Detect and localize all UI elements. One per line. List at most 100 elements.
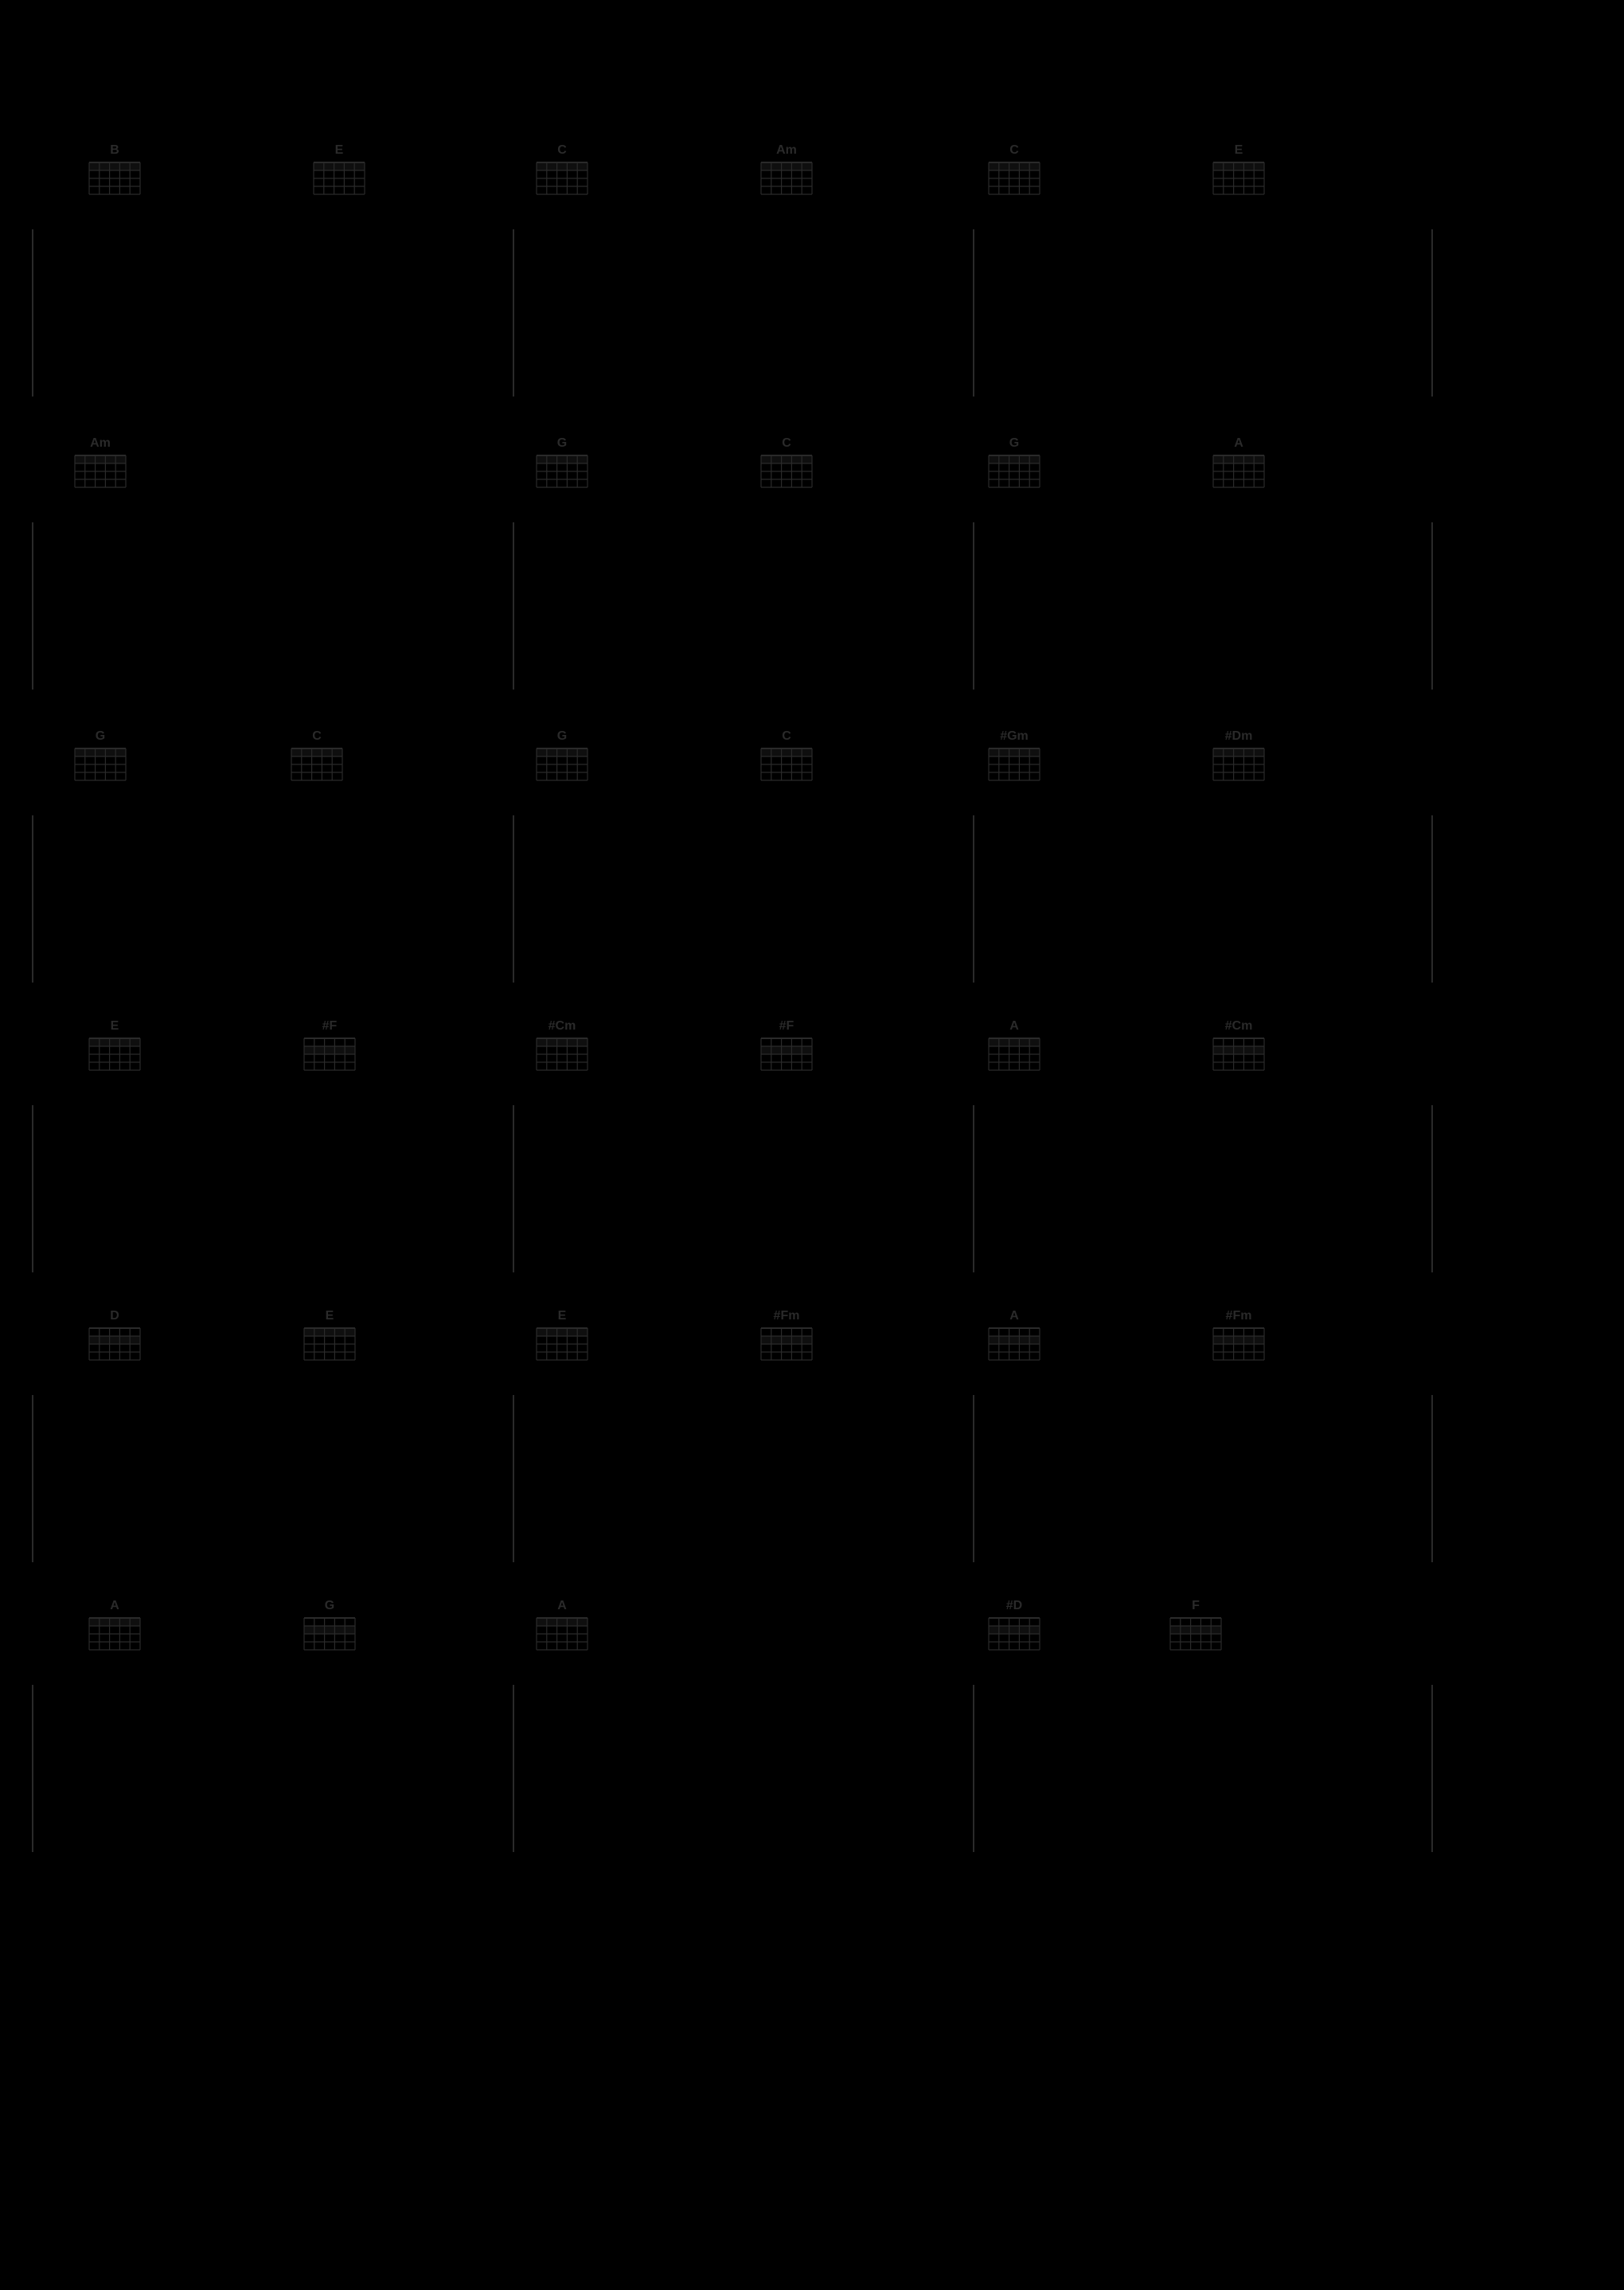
barline <box>513 522 514 690</box>
chord-diagram: E <box>1212 143 1266 196</box>
chord-label: E <box>535 1309 589 1323</box>
chord-diagram: C <box>535 143 589 196</box>
chord-grid <box>312 161 366 196</box>
chord-label: C <box>759 436 814 451</box>
barline <box>32 815 33 983</box>
barline <box>1431 522 1433 690</box>
chord-diagram: E <box>303 1309 357 1362</box>
chord-grid <box>88 1037 142 1072</box>
chord-diagram: G <box>303 1599 357 1651</box>
chord-diagram: Am <box>73 436 127 489</box>
chord-grid <box>987 161 1041 196</box>
barline <box>32 229 33 397</box>
chord-grid <box>303 1037 357 1072</box>
chord-grid <box>73 454 127 489</box>
chord-label: C <box>290 729 344 744</box>
barline <box>1431 1105 1433 1272</box>
chord-label: #Fm <box>1212 1309 1266 1323</box>
chord-diagram: G <box>535 729 589 782</box>
barline <box>32 1395 33 1562</box>
chord-label: #Cm <box>1212 1019 1266 1034</box>
chord-grid <box>987 454 1041 489</box>
chord-grid <box>535 747 589 782</box>
chord-grid <box>759 1327 814 1362</box>
chord-diagram: #Fm <box>1212 1309 1266 1362</box>
chord-grid <box>987 1616 1041 1651</box>
chord-label: C <box>535 143 589 158</box>
chord-grid <box>290 747 344 782</box>
chord-label: E <box>1212 143 1266 158</box>
barline <box>513 229 514 397</box>
chord-label: A <box>987 1309 1041 1323</box>
chord-label: D <box>88 1309 142 1323</box>
barline <box>1431 815 1433 983</box>
chord-grid <box>535 1037 589 1072</box>
chord-label: C <box>987 143 1041 158</box>
barline <box>32 1105 33 1272</box>
barline <box>513 1105 514 1272</box>
chord-diagram: A <box>535 1599 589 1651</box>
chord-label: G <box>73 729 127 744</box>
chord-grid <box>759 161 814 196</box>
chord-diagram: A <box>88 1599 142 1651</box>
chord-label: F <box>1169 1599 1223 1613</box>
chord-diagram: A <box>987 1309 1041 1362</box>
chord-grid <box>1212 1327 1266 1362</box>
chord-grid <box>303 1327 357 1362</box>
chord-diagram: E <box>535 1309 589 1362</box>
chord-grid <box>535 1616 589 1651</box>
barline <box>973 522 974 690</box>
chord-label: #Cm <box>535 1019 589 1034</box>
chord-label: Am <box>73 436 127 451</box>
chord-label: E <box>312 143 366 158</box>
chord-diagram: #D <box>987 1599 1041 1651</box>
chord-grid <box>535 161 589 196</box>
barline <box>513 1685 514 1852</box>
chord-label: B <box>88 143 142 158</box>
chord-grid <box>88 161 142 196</box>
chord-diagram: #Fm <box>759 1309 814 1362</box>
chord-label: #Fm <box>759 1309 814 1323</box>
chord-label: C <box>759 729 814 744</box>
chord-diagram: G <box>535 436 589 489</box>
chord-grid <box>303 1616 357 1651</box>
chord-label: #F <box>759 1019 814 1034</box>
chord-grid <box>1212 747 1266 782</box>
chord-label: E <box>303 1309 357 1323</box>
barline <box>1431 1395 1433 1562</box>
chord-diagram: C <box>290 729 344 782</box>
chord-grid <box>535 1327 589 1362</box>
chord-label: #D <box>987 1599 1041 1613</box>
chord-label: Am <box>759 143 814 158</box>
chord-label: G <box>535 729 589 744</box>
chord-diagram: #Cm <box>1212 1019 1266 1072</box>
barline <box>973 1105 974 1272</box>
chord-grid <box>987 1037 1041 1072</box>
barline <box>32 1685 33 1852</box>
chord-diagram: #Gm <box>987 729 1041 782</box>
barline <box>513 815 514 983</box>
chord-grid <box>759 454 814 489</box>
chord-grid <box>1212 161 1266 196</box>
chord-label: A <box>987 1019 1041 1034</box>
chord-label: A <box>88 1599 142 1613</box>
chord-label: #Dm <box>1212 729 1266 744</box>
chord-grid <box>759 747 814 782</box>
chord-grid <box>73 747 127 782</box>
chord-diagram: #Cm <box>535 1019 589 1072</box>
barline <box>513 1395 514 1562</box>
chord-diagram: #F <box>303 1019 357 1072</box>
chord-grid <box>1212 454 1266 489</box>
chord-grid <box>1212 1037 1266 1072</box>
chord-diagram: #Dm <box>1212 729 1266 782</box>
barline <box>1431 1685 1433 1852</box>
chord-grid <box>88 1616 142 1651</box>
chord-diagram: E <box>312 143 366 196</box>
chord-diagram: G <box>987 436 1041 489</box>
chord-grid <box>987 1327 1041 1362</box>
chord-diagram: E <box>88 1019 142 1072</box>
chord-diagram: A <box>1212 436 1266 489</box>
barline <box>1431 229 1433 397</box>
barline <box>973 229 974 397</box>
chord-label: E <box>88 1019 142 1034</box>
